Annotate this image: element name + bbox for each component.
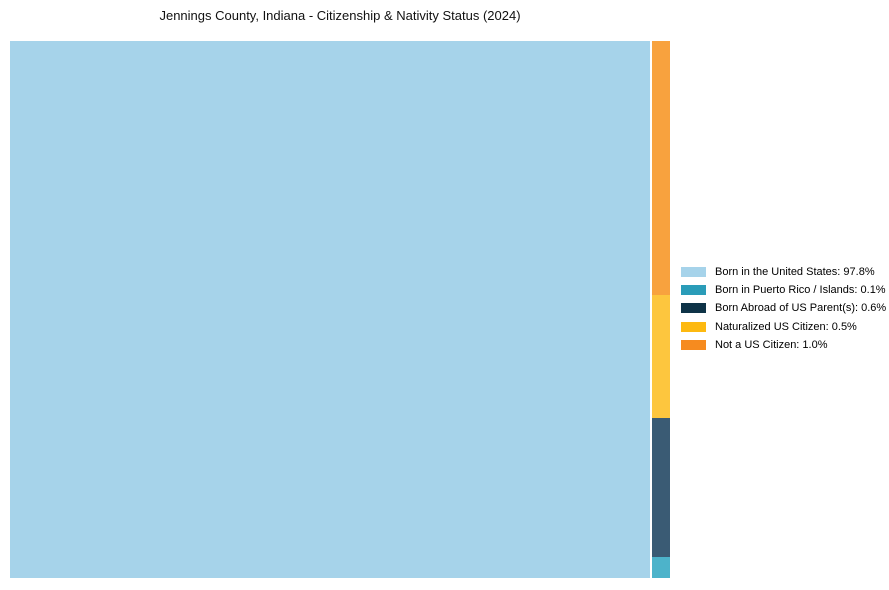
legend-item: Born Abroad of US Parent(s): 0.6%	[681, 302, 887, 315]
treemap-rect-born-in-puerto-rico-islands	[652, 557, 670, 578]
treemap-plot	[10, 41, 670, 578]
legend-item: Not a US Citizen: 1.0%	[681, 339, 886, 352]
chart-title: Jennings County, Indiana - Citizenship &…	[159, 8, 521, 23]
legend-label: Born Abroad of US Parent(s): 0.6%	[715, 302, 887, 315]
legend-label: Born in the United States: 97.8%	[715, 265, 875, 278]
treemap-rect-naturalized-us-citizen	[652, 295, 670, 418]
legend-label: Naturalized US Citizen: 0.5%	[715, 320, 857, 333]
legend-swatch	[681, 303, 706, 314]
legend-swatch	[681, 340, 706, 351]
legend-swatch	[681, 321, 706, 332]
treemap-rect-born-in-united-states	[10, 41, 650, 578]
legend-swatch	[681, 266, 706, 277]
treemap-rect-not-a-us-citizen	[652, 41, 670, 295]
treemap-strip	[652, 41, 670, 578]
legend-item: Naturalized US Citizen: 0.5%	[681, 320, 886, 333]
legend-label: Not a US Citizen: 1.0%	[715, 339, 828, 352]
legend-swatch	[681, 285, 706, 296]
treemap-rect-born-abroad-of-us-parents	[652, 418, 670, 557]
legend-label: Born in Puerto Rico / Islands: 0.1%	[715, 284, 886, 297]
legend-item: Born in Puerto Rico / Islands: 0.1%	[681, 284, 886, 297]
legend: Born in the United States: 97.8% Born in …	[681, 266, 886, 351]
legend-item: Born in the United States: 97.8%	[681, 265, 886, 278]
